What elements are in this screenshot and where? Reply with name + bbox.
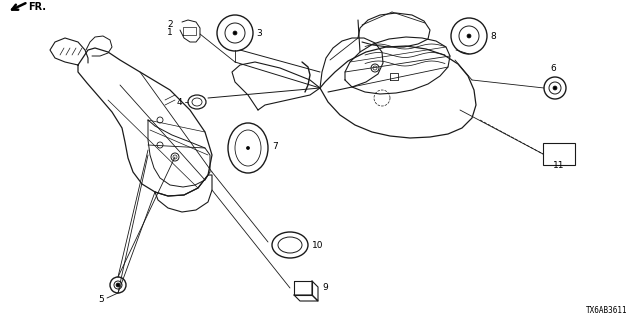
Text: 8: 8: [490, 31, 496, 41]
Circle shape: [233, 31, 237, 35]
Circle shape: [553, 86, 557, 90]
Text: 3: 3: [256, 28, 262, 37]
Text: 9: 9: [322, 284, 328, 292]
Text: FR.: FR.: [28, 2, 46, 12]
Text: 4: 4: [177, 98, 182, 107]
Text: 11: 11: [553, 161, 564, 170]
Circle shape: [246, 147, 250, 149]
Text: 7: 7: [272, 141, 278, 150]
Circle shape: [116, 283, 120, 287]
Text: TX6AB3611: TX6AB3611: [586, 306, 628, 315]
Text: 6: 6: [550, 64, 556, 73]
Text: 5: 5: [99, 295, 104, 305]
Text: 1: 1: [167, 28, 173, 36]
Circle shape: [467, 34, 471, 38]
Text: 2: 2: [168, 20, 173, 28]
Bar: [543, 143, 575, 165]
Text: 10: 10: [312, 241, 323, 250]
